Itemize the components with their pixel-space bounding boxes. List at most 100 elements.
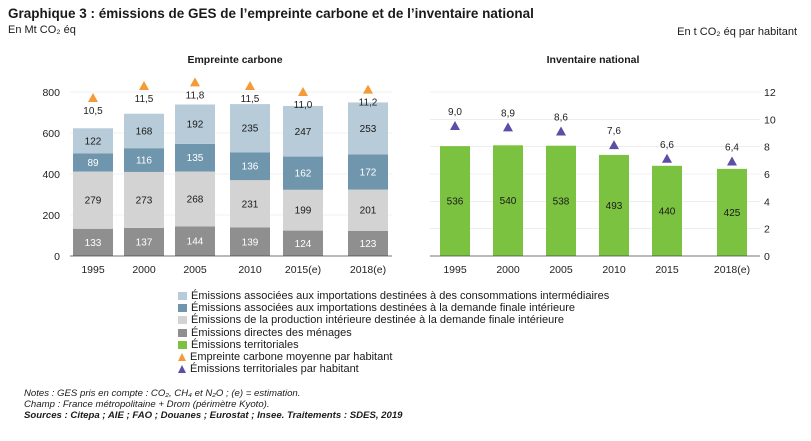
notes: Notes : GES pris en compte : CO₂, CH₄ et… [24,388,403,421]
x-tick-left: 2018(e) [350,264,386,276]
orange-triangle-marker [363,84,373,94]
data-label: 493 [606,201,623,212]
territorial-bar [493,145,523,256]
data-label: 123 [360,239,377,250]
data-label: 139 [242,237,259,248]
right-axis-unit: En t CO₂ éq par habitant [677,26,797,38]
per-capita-label: 9,0 [448,107,462,118]
purple-triangle-marker [727,156,737,166]
territorial-bar [440,146,470,256]
legend-label: Émissions de la production intérieure de… [191,314,565,327]
y-tick-right: 4 [764,196,770,208]
data-label: 122 [85,136,102,147]
data-label: 235 [242,124,259,135]
bar-segment [230,104,270,153]
per-capita-label: 6,4 [725,143,739,154]
bar-segment [348,230,388,256]
per-capita-label: 6,6 [660,140,674,151]
legend-label: Émissions associées aux importations des… [191,290,610,302]
x-tick-left: 2005 [183,264,207,276]
y-tick-right: 6 [764,169,770,181]
data-label: 440 [659,206,676,217]
orange-triangle-marker [88,93,98,102]
x-tick-left: 2010 [238,264,262,276]
data-label: 168 [136,126,153,137]
legend-label: Émissions associées aux importations des… [191,302,575,315]
per-capita-label: 11,0 [294,100,313,111]
bar-segment [175,104,215,144]
data-label: 162 [295,169,312,180]
data-label: 144 [187,237,204,248]
y-tick-right: 0 [764,251,770,263]
data-label: 137 [136,237,153,248]
left-axis-unit: En Mt CO₂ éq [8,24,76,36]
data-label: 199 [295,206,312,217]
bar-segment [348,189,388,231]
bar-segment [73,153,113,172]
y-tick-left: 600 [42,128,60,140]
bar-segment [175,143,215,172]
bar-segment [175,171,215,227]
data-label: 268 [187,195,204,206]
legend-label: Émissions territoriales par habitant [190,363,359,376]
data-label: 116 [136,156,152,167]
data-label: 231 [242,199,259,210]
purple-triangle-marker [609,140,619,150]
y-tick-right: 8 [764,142,770,154]
bar-segment [348,154,388,190]
legend-item-households: Émissions directes des ménages [178,327,609,339]
orange-triangle-marker [139,81,149,90]
territorial-bar [599,154,629,256]
bar-segment [283,230,323,256]
data-label: 273 [136,195,153,206]
data-label: 247 [295,127,312,138]
x-tick-right: 2015 [655,264,679,276]
chart-title: Graphique 3 : émissions de GES de l’empr… [8,6,534,21]
orange-triangle-marker [245,81,255,90]
per-capita-label: 8,9 [501,108,515,119]
purple-triangle-marker [662,153,672,163]
x-tick-right: 2018(e) [714,264,750,276]
bar-segment [348,102,388,155]
data-label: 279 [85,196,102,207]
y-tick-right: 2 [764,224,770,236]
orange-triangle-marker [298,87,308,96]
legend-label: Émissions territoriales [191,338,299,351]
legend-label: Empreinte carbone moyenne par habitant [190,350,393,363]
legend-item-domestic-production: Émissions de la production intérieure de… [178,314,609,326]
data-label: 538 [553,196,570,207]
data-label: 192 [187,120,204,131]
data-label: 135 [187,153,204,164]
territorial-bar [717,168,747,256]
x-tick-right: 2000 [496,264,520,276]
bar-segment [73,171,113,229]
legend-swatch [178,304,187,313]
data-label: 201 [360,206,377,217]
x-tick-right: 2005 [549,264,573,276]
panel-title-inventory: Inventaire national [546,54,640,66]
y-tick-left: 200 [42,210,60,222]
data-label: 136 [242,162,259,173]
data-label: 540 [500,196,517,207]
per-capita-label: 11,2 [359,98,378,109]
legend-label: Émissions directes des ménages [191,326,352,339]
per-capita-label: 10,5 [83,106,103,117]
x-tick-right: 2010 [602,264,626,276]
y-tick-right: 12 [764,87,776,99]
y-tick-left: 0 [54,251,60,263]
y-tick-left: 800 [42,87,60,99]
bar-segment [283,189,323,231]
bar-segment [175,226,215,256]
data-label: 89 [87,158,99,169]
bar-segment [124,113,164,149]
legend: Émissions associées aux importations des… [178,290,609,375]
notes-line: Notes : GES pris en compte : CO₂, CH₄ et… [24,388,301,399]
orange-triangle-icon [178,353,186,362]
x-tick-left: 1995 [81,264,105,276]
territorial-bar [546,145,576,256]
bar-segment [230,180,270,228]
bar-segment [230,227,270,256]
purple-triangle-marker [450,121,460,130]
bar-segment [283,156,323,190]
data-label: 172 [360,167,377,178]
